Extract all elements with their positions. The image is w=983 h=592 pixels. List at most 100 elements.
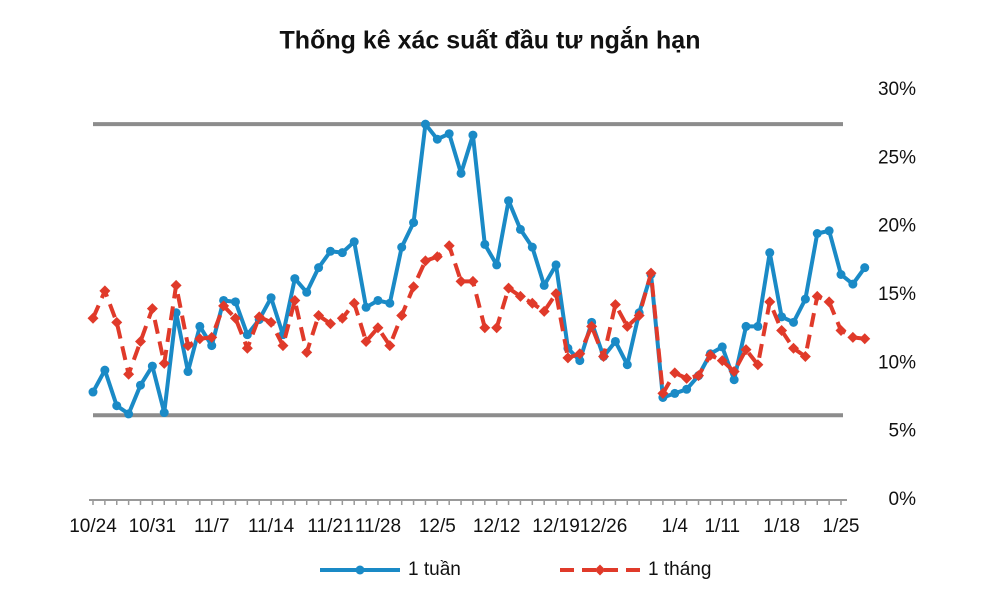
point [100, 365, 110, 375]
point [266, 293, 276, 303]
point [467, 275, 479, 287]
x-tick-label: 10/24 [69, 516, 117, 537]
point [431, 251, 443, 263]
point [206, 331, 218, 343]
point [514, 290, 526, 302]
x-tick-label: 11/7 [194, 516, 230, 537]
y-tick-label: 25% [878, 147, 916, 168]
point [526, 297, 538, 309]
y-tick-label: 30% [878, 79, 916, 100]
chart-title: Thống kê xác suất đầu tư ngắn hạn [280, 25, 701, 55]
x-tick-label: 11/28 [355, 516, 401, 537]
point [823, 296, 835, 308]
point [432, 134, 442, 144]
point [693, 370, 705, 382]
point [361, 302, 371, 312]
point [752, 359, 764, 371]
point [764, 296, 776, 308]
point [741, 321, 751, 331]
point [337, 248, 347, 258]
point [860, 263, 870, 273]
point [575, 356, 585, 366]
point [397, 242, 407, 252]
point [848, 279, 858, 289]
point [847, 331, 859, 343]
point [158, 357, 170, 369]
point [444, 129, 454, 139]
point [645, 267, 657, 279]
point [230, 297, 240, 307]
point [800, 294, 810, 304]
point [527, 242, 537, 252]
point [455, 275, 467, 287]
y-tick-label: 20% [878, 216, 916, 237]
point [111, 316, 123, 328]
point [372, 322, 384, 334]
point [835, 325, 847, 337]
point [836, 270, 846, 279]
point [716, 355, 728, 367]
point [289, 294, 301, 306]
point [480, 239, 490, 249]
point [492, 260, 502, 270]
point [195, 321, 205, 331]
point [314, 263, 324, 273]
point [728, 366, 740, 378]
point [408, 281, 420, 293]
legend-label: 1 tháng [648, 559, 711, 580]
point [776, 325, 788, 337]
point [609, 299, 621, 311]
point [324, 318, 336, 330]
point [777, 312, 787, 322]
point [574, 348, 586, 360]
point [551, 260, 561, 270]
point [420, 119, 430, 129]
point [682, 384, 692, 394]
point [586, 320, 598, 332]
point [621, 320, 633, 332]
point [622, 360, 632, 370]
point [610, 336, 620, 346]
point [633, 310, 645, 321]
point [170, 279, 182, 291]
point [87, 312, 99, 324]
point [443, 240, 455, 252]
x-tick-label: 11/21 [307, 516, 353, 537]
y-tick-label: 0% [889, 489, 917, 510]
point [182, 340, 194, 352]
point [491, 322, 503, 334]
point [123, 368, 135, 380]
point [812, 229, 822, 238]
point [301, 346, 313, 358]
point [670, 388, 680, 398]
point [789, 317, 799, 327]
point [218, 300, 230, 312]
point [302, 287, 312, 297]
point [253, 311, 265, 323]
point [717, 342, 727, 352]
point [538, 305, 550, 317]
point [325, 246, 335, 256]
point [124, 409, 134, 419]
point [194, 333, 206, 345]
point [373, 295, 383, 305]
point [504, 196, 514, 206]
point [598, 351, 610, 362]
point [669, 367, 681, 379]
point [409, 218, 419, 228]
point [753, 321, 763, 331]
point [348, 297, 360, 309]
point [159, 408, 169, 418]
y-tick-label: 10% [878, 352, 916, 373]
point [740, 344, 752, 356]
point [135, 380, 145, 390]
x-tick-label: 12/12 [473, 516, 521, 537]
point [290, 274, 300, 284]
x-tick-label: 12/26 [580, 516, 628, 537]
series-line [91, 243, 865, 396]
point [265, 316, 277, 328]
point [112, 401, 122, 411]
point [242, 330, 252, 340]
point [183, 367, 193, 377]
point [313, 310, 325, 321]
